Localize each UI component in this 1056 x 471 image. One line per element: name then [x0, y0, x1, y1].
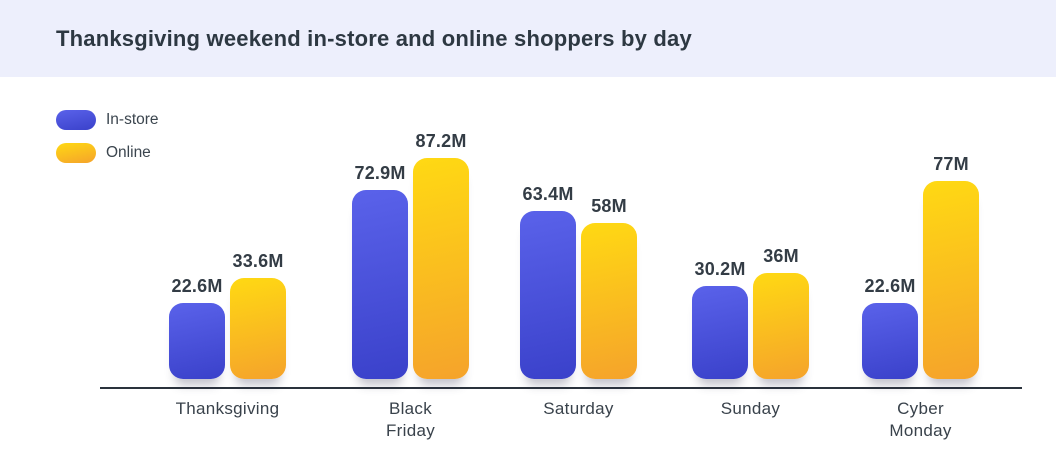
bar-group-black-friday: 72.9M 87.2M: [352, 131, 469, 379]
bar-group-cyber-monday: 22.6M 77M: [862, 154, 979, 379]
bar-column: 33.6M: [230, 251, 286, 379]
bar-column: 87.2M: [413, 131, 469, 379]
legend: In-store Online: [56, 110, 159, 163]
chart-title: Thanksgiving weekend in-store and online…: [56, 25, 692, 51]
bar-value-label: 36M: [763, 246, 799, 266]
bar-group-thanksgiving: 22.6M 33.6M: [169, 251, 286, 379]
bar-in-store: [352, 190, 408, 379]
bar-group-sunday: 30.2M 36M: [692, 246, 809, 379]
bar-in-store: [862, 303, 918, 379]
bar-value-label: 30.2M: [694, 259, 746, 279]
legend-label-online: Online: [106, 144, 151, 161]
bar-column: 22.6M: [169, 276, 225, 379]
category-label-cyber-monday: Cyber Monday: [889, 399, 952, 440]
bar-column: 22.6M: [862, 276, 918, 379]
bar-column: 63.4M: [520, 184, 576, 379]
legend-item-instore: In-store: [56, 110, 159, 130]
category-label-black-friday: Black Friday: [385, 399, 436, 440]
bar-value-label: 72.9M: [354, 163, 406, 183]
bar-value-label: 58M: [591, 196, 627, 216]
category-label-thanksgiving: Thanksgiving: [175, 399, 280, 418]
bar-column: 36M: [753, 246, 809, 379]
x-axis-line: [100, 387, 1022, 389]
legend-item-online: Online: [56, 143, 159, 163]
legend-label-instore: In-store: [106, 111, 159, 128]
bar-value-label: 33.6M: [232, 251, 284, 271]
bar-in-store: [520, 211, 576, 379]
bar-online: [923, 181, 979, 379]
bar-group-saturday: 63.4M 58M: [520, 184, 637, 379]
category-label-sunday: Sunday: [720, 399, 781, 418]
bar-value-label: 22.6M: [864, 276, 916, 296]
category-label-saturday: Saturday: [543, 399, 614, 418]
bar-column: 72.9M: [352, 163, 408, 379]
online-swatch-icon: [56, 143, 96, 163]
title-bar: Thanksgiving weekend in-store and online…: [0, 0, 1056, 77]
bar-value-label: 22.6M: [171, 276, 223, 296]
bar-online: [230, 278, 286, 379]
bar-online: [753, 273, 809, 379]
bar-online: [581, 223, 637, 379]
bar-in-store: [169, 303, 225, 379]
bar-value-label: 77M: [933, 154, 969, 174]
bar-column: 77M: [923, 154, 979, 379]
bar-value-label: 87.2M: [415, 131, 467, 151]
bar-column: 58M: [581, 196, 637, 379]
bar-column: 30.2M: [692, 259, 748, 379]
bar-in-store: [692, 286, 748, 379]
bar-online: [413, 158, 469, 379]
instore-swatch-icon: [56, 110, 96, 130]
bar-value-label: 63.4M: [522, 184, 574, 204]
